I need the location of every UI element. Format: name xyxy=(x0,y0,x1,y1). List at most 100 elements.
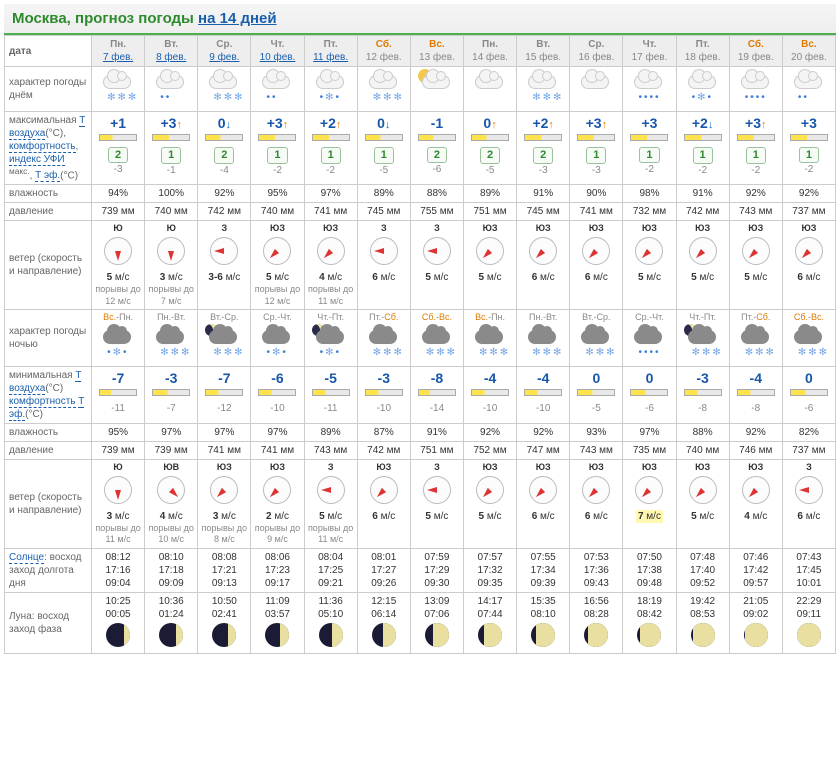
cell: +3 1 -2 xyxy=(623,112,676,185)
cell: Пт.-Сб.✻✻✻ xyxy=(357,310,410,367)
humidity-day: 90% xyxy=(586,188,606,199)
moon-times: 15:35 08:10 xyxy=(519,595,567,621)
temp-max: -1 xyxy=(431,115,443,131)
trend-arrow-icon: ↑ xyxy=(491,119,497,131)
temp-min: -8 xyxy=(431,370,443,386)
cell: 97% xyxy=(304,185,357,203)
sun-times: 08:01 17:27 09:26 xyxy=(360,551,408,590)
cell: 100% xyxy=(145,185,198,203)
date-link[interactable]: 7 фев. xyxy=(103,52,133,63)
weather-icon xyxy=(469,69,511,105)
cell: 07:46 17:42 09:57 xyxy=(729,549,782,593)
humidity-day: 89% xyxy=(480,188,500,199)
weather-icon: ✻✻✻ xyxy=(522,324,564,360)
cell: З 5 м/с порывы до 11 м/с xyxy=(304,460,357,549)
day-of-week: Ср. xyxy=(198,38,250,51)
uv-index: 1 xyxy=(639,147,659,163)
wind-gust: порывы до 12 м/с xyxy=(94,284,142,307)
night-label: Чт.-Пт. xyxy=(307,312,355,324)
sun-times: 07:46 17:42 09:57 xyxy=(732,551,780,590)
weather-icon: ✻✻✻ xyxy=(682,324,724,360)
night-label: Вс.-Пн. xyxy=(466,312,514,324)
comfort-bar xyxy=(258,134,296,141)
wind-speed-night: 5 м/с xyxy=(413,510,461,523)
wind-direction-night: ЮВ xyxy=(147,462,195,474)
night-label: Ср.-Чт. xyxy=(625,312,673,324)
weather-icon: ✻✻✻ xyxy=(522,69,564,105)
cell: -4 -10 xyxy=(463,367,516,424)
trend-arrow-icon: ↓ xyxy=(226,119,232,131)
t-effective: -2 xyxy=(732,164,780,177)
wind-direction-night: ЮЗ xyxy=(466,462,514,474)
cell: ✻✻✻ xyxy=(517,67,570,112)
page-header: Москва, прогноз погоды на 14 дней xyxy=(4,4,836,35)
compass-icon xyxy=(795,237,823,265)
humidity-day: 89% xyxy=(374,188,394,199)
wind-gust-night: порывы до 8 м/с xyxy=(200,523,248,546)
wind-speed: 5 м/с xyxy=(94,271,142,284)
compass-icon xyxy=(370,476,398,504)
moon-phase-icon xyxy=(425,623,449,647)
date-text: 15 фев. xyxy=(525,52,561,63)
cell: 07:59 17:29 09:30 xyxy=(410,549,463,593)
cell: 10:36 01:24 xyxy=(145,593,198,654)
wind-speed: 5 м/с xyxy=(253,271,301,284)
moon-phase-icon xyxy=(531,623,555,647)
pressure-day: 741 мм xyxy=(580,206,613,217)
date-text: 13 фев. xyxy=(419,52,455,63)
pressure-night: 743 мм xyxy=(580,445,613,456)
wind-gust: порывы до 7 м/с xyxy=(147,284,195,307)
header-14-days-link[interactable]: на 14 дней xyxy=(198,10,277,27)
day-of-week: Сб. xyxy=(358,38,410,51)
humidity-night: 92% xyxy=(533,427,553,438)
humidity-day: 91% xyxy=(533,188,553,199)
night-label: Пн.-Вт. xyxy=(147,312,195,324)
wind-speed-night: 4 м/с xyxy=(732,510,780,523)
compass-icon xyxy=(317,476,345,504)
wind-speed: 5 м/с xyxy=(679,271,727,284)
cell: 14:17 07:44 xyxy=(463,593,516,654)
cell: Ю 3 м/с порывы до 7 м/с xyxy=(145,221,198,310)
wind-speed: 6 м/с xyxy=(572,271,620,284)
cell: +3↑ 1 -2 xyxy=(251,112,304,185)
t-effective: -2 xyxy=(307,164,355,177)
wind-speed: 6 м/с xyxy=(785,271,833,284)
temp-min: -6 xyxy=(271,370,283,386)
compass-icon xyxy=(795,476,823,504)
date-link[interactable]: 8 фев. xyxy=(156,52,186,63)
moon-phase-icon xyxy=(637,623,661,647)
wind-direction: З xyxy=(200,223,248,235)
moon-times: 21:05 09:02 xyxy=(732,595,780,621)
compass-icon xyxy=(582,237,610,265)
cell: 741 мм xyxy=(304,203,357,221)
day-of-week: Ср. xyxy=(570,38,622,51)
cell: 89% xyxy=(304,424,357,442)
day-of-week: Пт. xyxy=(677,38,729,51)
cell: 752 мм xyxy=(463,442,516,460)
cell: 10:25 00:05 xyxy=(92,593,145,654)
t-effective: -2 xyxy=(679,164,727,177)
humidity-night: 82% xyxy=(799,427,819,438)
moon-times: 13:09 07:06 xyxy=(413,595,461,621)
cell: 07:57 17:32 09:35 xyxy=(463,549,516,593)
cell: 91% xyxy=(410,424,463,442)
humidity-night: 87% xyxy=(374,427,394,438)
wind-speed-night: 5 м/с xyxy=(466,510,514,523)
date-link[interactable]: 10 фев. xyxy=(260,52,296,63)
cell: 19:42 08:53 xyxy=(676,593,729,654)
temp-min: 0 xyxy=(646,370,654,386)
cell: Ю 5 м/с порывы до 12 м/с xyxy=(92,221,145,310)
cell: ЮЗ 5 м/с xyxy=(463,221,516,310)
trend-arrow-icon: ↓ xyxy=(385,119,391,131)
cell: 739 мм xyxy=(92,442,145,460)
row-label-sun: Солнце: восход заход долгота дня xyxy=(5,549,92,593)
cell: 89% xyxy=(357,185,410,203)
date-link[interactable]: 9 фев. xyxy=(209,52,239,63)
cell: Вс.-Пн.•✻• xyxy=(92,310,145,367)
date-link[interactable]: 11 фев. xyxy=(313,52,348,63)
day-header: Сб. 12 фев. xyxy=(357,36,410,67)
cell: 741 мм xyxy=(570,203,623,221)
wind-speed-night: 5 м/с xyxy=(679,510,727,523)
cell: -4 -8 xyxy=(729,367,782,424)
pressure-night: 740 мм xyxy=(686,445,719,456)
